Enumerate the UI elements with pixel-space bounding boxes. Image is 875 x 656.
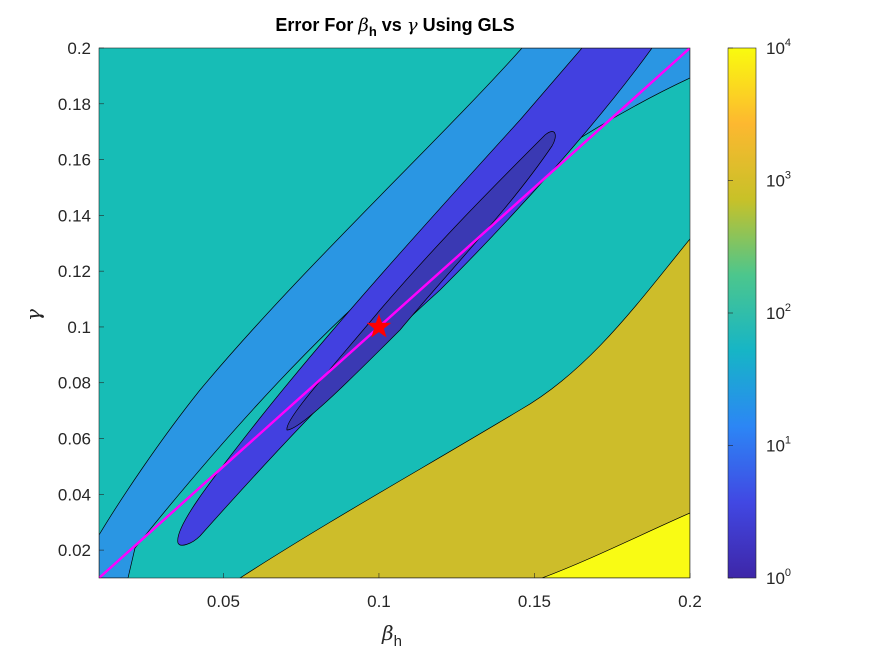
colorbar-ticks: 100 101 102 103 104: [728, 37, 791, 588]
x-axis-label: βh: [381, 621, 402, 650]
contour-region-1e2.5-to-1e3.5: [239, 238, 690, 578]
true-parameter-star-marker: [366, 313, 392, 338]
colorbar-tick-label: 101: [766, 435, 791, 456]
x-tick-label: 0.15: [518, 592, 551, 611]
y-tick-label: 0.18: [58, 95, 91, 114]
y-tick-label: 0.12: [58, 262, 91, 281]
y-tick-label: 0.06: [58, 430, 91, 449]
colorbar-tick-label: 103: [766, 170, 791, 191]
plot-area: [99, 48, 690, 578]
y-tick-label: 0.04: [58, 485, 91, 504]
x-tick-label: 0.2: [678, 592, 702, 611]
x-axis: 0.05 0.1 0.15 0.2: [207, 573, 702, 611]
colorbar-tick-label: 100: [766, 567, 791, 588]
x-tick-label: 0.1: [367, 592, 391, 611]
axes-frame: [98, 47, 691, 579]
y-axis: 0.02 0.04 0.06 0.08 0.1 0.12 0.14 0.16 0.18 0.2: [58, 39, 104, 560]
contour-region-1e0-to-1e0.5: [286, 131, 556, 431]
colorbar-tick-label: 102: [766, 302, 791, 323]
chart-title: Error For βh vs γ Using GLS: [275, 15, 514, 39]
y-tick-label: 0.16: [58, 151, 91, 170]
y-tick-label: 0.02: [58, 541, 91, 560]
y-tick-label: 0.1: [67, 318, 91, 337]
colorbar-tick-label: 104: [766, 37, 791, 58]
reference-diagonal-line: [99, 48, 690, 578]
y-tick-label: 0.14: [58, 206, 91, 225]
y-tick-label: 0.2: [67, 39, 91, 58]
y-axis-label: γ: [21, 309, 45, 321]
x-tick-label: 0.05: [207, 592, 240, 611]
y-tick-label: 0.08: [58, 374, 91, 393]
